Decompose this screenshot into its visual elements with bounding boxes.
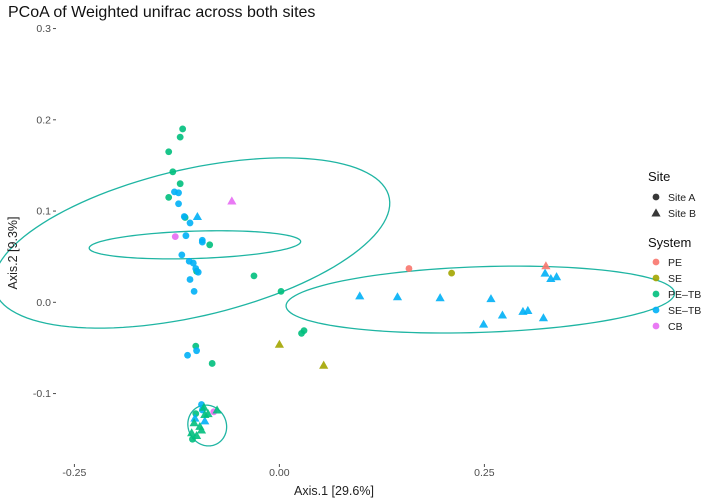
data-point-pe-tb-site-a (206, 241, 214, 249)
x-tick-label: 0.00 (269, 467, 290, 479)
data-point-se-tb-site-b (538, 313, 549, 322)
confidence-ellipse-2 (187, 404, 228, 447)
x-tick-label: -0.25 (62, 467, 86, 479)
data-point-se-tb-site-a (194, 268, 202, 276)
data-point-se-tb-site-a (186, 219, 194, 227)
data-point-se-site-b (274, 339, 284, 348)
data-point-se-tb-site-a (193, 347, 200, 355)
data-point-pe-tb-site-b (212, 405, 222, 414)
data-point-pe-tb-site-a (176, 180, 184, 188)
data-point-se-tb-site-b (200, 416, 210, 425)
data-point-se-tb-site-a (184, 351, 191, 359)
data-point-pe-site-a (405, 265, 413, 272)
legend-label-pe-tb: PE–TB (668, 289, 701, 301)
data-point-se-tb-site-b (540, 268, 550, 277)
legend-symbol-circle (652, 193, 660, 201)
data-point-pe-tb-site-a (176, 133, 184, 141)
legend-label-site-a: Site A (668, 192, 695, 204)
data-point-pe-tb-site-a (250, 272, 258, 280)
legend: Site Site A Site B System PE SE PE–TB SE–TB CB (648, 169, 701, 333)
axis-layer: -0.25 0.00 0.25 -0.1 0.0 0.1 0.2 0.3 (33, 23, 495, 479)
data-point-cb-site-a (171, 233, 179, 241)
y-tick-label: -0.1 (33, 388, 51, 400)
data-point-se-site-a (448, 269, 455, 277)
data-point-se-tb-site-b (551, 272, 562, 281)
legend-symbol-triangle (651, 208, 661, 217)
y-tick-label: 0.0 (36, 297, 51, 309)
confidence-ellipse-1 (88, 230, 302, 260)
data-point-se-tb-site-b (486, 294, 496, 303)
data-point-pe-tb-site-b (196, 425, 207, 434)
legend-label-site-b: Site B (668, 208, 696, 220)
data-point-pe-tb-site-a (165, 193, 173, 201)
data-point-pe-tb-site-a (208, 360, 216, 367)
data-point-pe-tb-site-a (298, 329, 305, 337)
data-point-se-tb-site-b (392, 292, 403, 301)
data-point-pe-tb-site-b (191, 430, 202, 439)
legend-title-system: System (648, 235, 691, 250)
data-point-pe-tb-site-a (169, 168, 177, 176)
legend-swatch-cb (652, 322, 660, 330)
data-point-pe-site-b (541, 261, 551, 270)
legend-swatch-se (652, 274, 660, 282)
data-point-se-tb-site-a (186, 276, 194, 283)
legend-swatch-pe-tb (652, 290, 660, 298)
data-point-se-tb-site-a (175, 189, 182, 197)
confidence-ellipse-3 (0, 157, 391, 329)
data-point-se-tb-site-b (192, 211, 202, 220)
data-point-cb-site-b (227, 196, 237, 205)
data-point-pe-tb-site-a (165, 148, 173, 156)
chart-title: PCoA of Weighted unifrac across both sit… (8, 4, 316, 21)
data-point-pe-tb-site-a (277, 287, 285, 295)
data-point-se-tb-site-a (190, 287, 198, 295)
legend-swatch-se-tb (652, 306, 660, 314)
data-point-pe-tb-site-a (179, 125, 187, 133)
data-point-se-tb-site-a (180, 213, 188, 220)
y-axis-title: Axis.2 [9.3%] (6, 217, 20, 290)
legend-title-site: Site (648, 169, 670, 184)
data-point-se-tb-site-b (435, 293, 445, 302)
data-point-se-site-b (319, 360, 329, 369)
data-point-se-tb-site-b (523, 305, 533, 314)
data-point-se-tb-site-a (178, 251, 186, 259)
data-point-pe-tb-site-b (189, 418, 199, 427)
legend-label-cb: CB (668, 321, 683, 333)
legend-label-se-tb: SE–TB (668, 305, 701, 317)
y-tick-label: 0.1 (36, 206, 51, 218)
data-point-pe-tb-site-b (187, 428, 197, 437)
confidence-ellipse-4 (285, 265, 676, 334)
data-point-pe-tb-site-b (200, 409, 210, 418)
data-point-se-tb-site-b (497, 310, 508, 319)
y-tick-label: 0.2 (36, 114, 51, 126)
data-point-se-tb-site-a (182, 232, 190, 240)
ellipse-layer (0, 157, 676, 447)
legend-label-se: SE (668, 273, 682, 285)
y-tick-label: 0.3 (36, 23, 51, 35)
x-tick-label: 0.25 (474, 467, 495, 479)
data-point-se-tb-site-a (189, 259, 197, 267)
data-point-pe-tb-site-b (199, 402, 209, 411)
point-layer (165, 125, 562, 443)
data-point-se-tb-site-a (175, 200, 182, 208)
data-point-se-tb-site-b (478, 319, 489, 328)
data-point-se-tb-site-b (190, 413, 200, 422)
legend-label-pe: PE (668, 257, 682, 269)
x-axis-title: Axis.1 [29.6%] (294, 484, 374, 498)
data-point-se-tb-site-b (355, 291, 365, 300)
legend-swatch-pe (652, 258, 660, 266)
data-point-se-tb-site-a (198, 238, 206, 246)
